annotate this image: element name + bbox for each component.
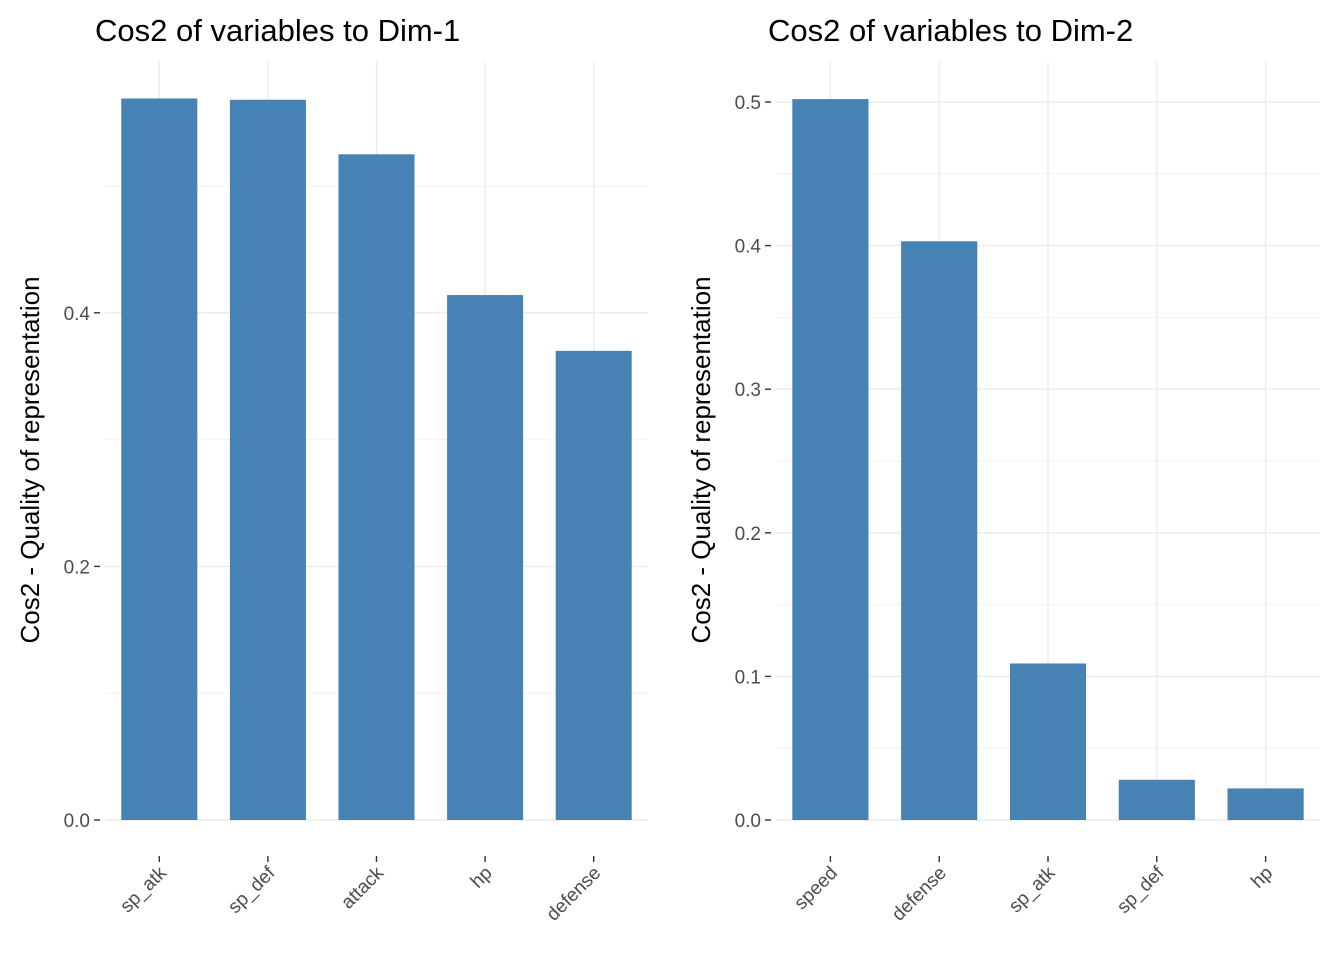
bar-sp_atk — [1009, 663, 1087, 820]
x-tick-label: sp_atk — [116, 862, 171, 917]
bar-sp_def — [229, 99, 306, 820]
y-axis-label: Cos2 - Quality of representation — [686, 276, 716, 643]
y-axis-label: Cos2 - Quality of representation — [15, 276, 45, 643]
x-tick-label: sp_def — [224, 862, 280, 918]
bar-sp_def — [1118, 779, 1195, 820]
x-tick-label: defense — [888, 863, 951, 926]
y-tick-label: 0.0 — [735, 811, 761, 832]
bar-defense — [555, 350, 632, 820]
chart-panel-dim1: 0.0 0.2 0.4 sp_atk sp_def attack hp defense Co… — [15, 13, 648, 925]
y-tick-label: 0.0 — [64, 811, 90, 832]
x-tick-label: defense — [543, 863, 606, 926]
bar-hp — [1227, 788, 1304, 820]
y-tick-label: 0.2 — [64, 557, 90, 578]
x-tick-label: speed — [790, 863, 841, 914]
x-tick-label: hp — [1247, 863, 1277, 893]
y-axis-ticks: 0.0 0.1 0.2 0.3 0.4 0.5 — [735, 93, 771, 832]
x-axis-ticks: speed defense sp_atk sp_def hp — [790, 856, 1277, 925]
y-tick-label: 0.3 — [735, 380, 761, 401]
bars — [121, 98, 632, 821]
bar-sp_atk — [121, 98, 198, 821]
y-tick-label: 0.4 — [64, 304, 91, 325]
x-tick-label: attack — [337, 862, 388, 913]
y-tick-label: 0.2 — [735, 524, 761, 545]
bar-hp — [447, 295, 524, 821]
x-tick-label: hp — [467, 863, 497, 893]
bar-attack — [338, 154, 415, 821]
x-tick-label: sp_def — [1113, 862, 1169, 918]
chart-title: Cos2 of variables to Dim-2 — [768, 13, 1133, 48]
chart-panel-dim2: 0.0 0.1 0.2 0.3 0.4 0.5 speed defense sp_atk sp_… — [686, 13, 1320, 925]
bar-speed — [792, 99, 869, 821]
y-tick-label: 0.1 — [735, 667, 761, 688]
x-tick-label: sp_atk — [1005, 862, 1060, 917]
bars — [792, 99, 1304, 821]
chart-title: Cos2 of variables to Dim-1 — [95, 13, 460, 48]
x-axis-ticks: sp_atk sp_def attack hp defense — [116, 856, 605, 925]
y-axis-ticks: 0.0 0.2 0.4 — [64, 304, 100, 832]
y-tick-label: 0.4 — [735, 237, 762, 258]
bar-defense — [901, 241, 978, 821]
y-tick-label: 0.5 — [735, 93, 761, 114]
